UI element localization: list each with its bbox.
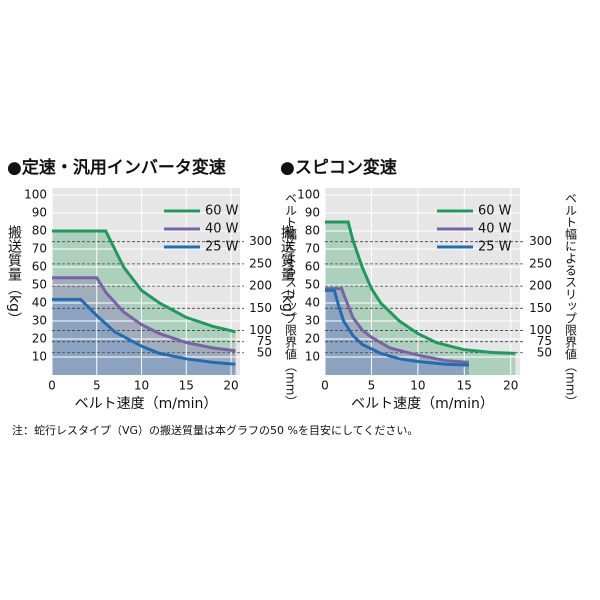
x-tick-label: 5 — [368, 379, 376, 393]
y2-tick-label: 75 — [537, 334, 552, 348]
x-tick-label: 15 — [179, 379, 194, 393]
y-tick-label: 80 — [32, 224, 47, 238]
y2-tick-label: 200 — [249, 279, 272, 293]
y2-tick-label: 50 — [257, 345, 272, 359]
y-tick-label: 90 — [32, 206, 47, 220]
x-tick-label: 5 — [93, 379, 101, 393]
y-tick-label: 100 — [297, 188, 320, 202]
y2-tick-label: 200 — [529, 279, 552, 293]
y2-tick-label: 100 — [249, 323, 272, 337]
y2-tick-label: 75 — [257, 334, 272, 348]
legend-label: 40 W — [205, 222, 239, 237]
x-tick-label: 0 — [321, 379, 329, 393]
y-tick-label: 10 — [305, 350, 320, 364]
x-tick-label: 15 — [457, 379, 472, 393]
series-area — [325, 290, 469, 375]
y-tick-label: 40 — [32, 296, 47, 310]
x-axis-label: ベルト速度（m/min） — [351, 396, 494, 412]
x-tick-label: 20 — [223, 379, 238, 393]
series-line — [52, 297, 236, 366]
y-tick-label: 70 — [305, 242, 320, 256]
chart-title: ●定速・汎用インバータ変速 — [7, 157, 226, 178]
y-tick-label: 30 — [305, 314, 320, 328]
series-line — [325, 220, 516, 355]
plot-area — [52, 188, 240, 375]
y2-tick-label: 300 — [249, 234, 272, 248]
y2-tick-label: 250 — [529, 256, 552, 270]
legend-label: 40 W — [478, 222, 512, 237]
legend-label: 60 W — [205, 204, 239, 219]
y-tick-label: 60 — [32, 260, 47, 274]
legend-label: 25 W — [478, 240, 512, 255]
x-axis-label: ベルト速度（m/min） — [75, 396, 218, 412]
plot-area — [325, 188, 520, 375]
y2-tick-label: 50 — [537, 345, 552, 359]
y-tick-label: 10 — [32, 350, 47, 364]
y-tick-label: 20 — [305, 332, 320, 346]
y-tick-label: 50 — [305, 278, 320, 292]
y-tick-label: 90 — [305, 206, 320, 220]
x-tick-label: 0 — [48, 379, 56, 393]
series-line — [325, 287, 470, 364]
y2-tick-label: 150 — [249, 301, 272, 315]
y2-tick-label: 150 — [529, 301, 552, 315]
y-tick-label: 40 — [305, 296, 320, 310]
x-tick-label: 20 — [503, 379, 518, 393]
y-tick-label: 100 — [24, 188, 47, 202]
legend-label: 60 W — [478, 204, 512, 219]
y-tick-label: 50 — [32, 278, 47, 292]
y2-axis-label: ベルト幅によるスリップ限界値（mm） — [284, 192, 298, 407]
y-axis-label: 搬送質量（kg） — [6, 225, 22, 326]
y-tick-label: 70 — [32, 242, 47, 256]
y-tick-label: 80 — [305, 224, 320, 238]
x-tick-label: 10 — [410, 379, 425, 393]
series-line — [52, 276, 236, 353]
y2-axis-label: ベルト幅によるスリップ限界値（mm） — [564, 192, 578, 407]
series-area — [325, 288, 469, 375]
y-axis-label: 搬送質量（kg） — [279, 225, 295, 326]
y-tick-label: 30 — [32, 314, 47, 328]
footnote: 注：蛇行レスタイプ（VG）の搬送質量は本グラフの50 %を目安にしてください。 — [12, 423, 418, 437]
y2-tick-label: 250 — [249, 256, 272, 270]
legend-label: 25 W — [205, 240, 239, 255]
y2-tick-label: 100 — [529, 323, 552, 337]
y-tick-label: 20 — [32, 332, 47, 346]
y2-tick-label: 300 — [529, 234, 552, 248]
series-line — [325, 288, 469, 367]
y-tick-label: 60 — [305, 260, 320, 274]
chart-title: ●スピコン変速 — [280, 157, 397, 178]
x-tick-label: 10 — [134, 379, 149, 393]
series-line — [52, 229, 236, 334]
